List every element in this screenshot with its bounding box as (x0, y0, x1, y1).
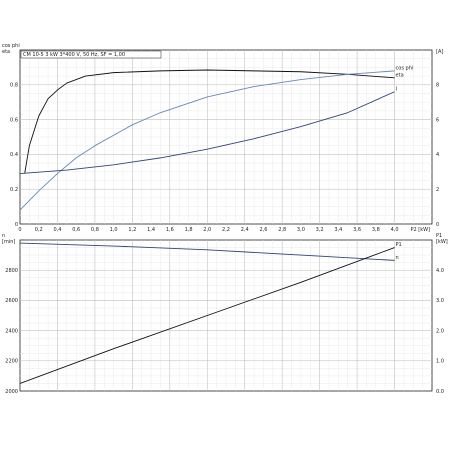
x-tick-label: 0 (18, 227, 21, 233)
x-tick-label: 3,0 (297, 227, 305, 233)
y-tick-label-left: 0.4 (10, 152, 18, 158)
x-tick-label: 1,2 (128, 227, 136, 233)
x-axis-label: P2 [kW] (410, 227, 430, 233)
x-tick-label: 1,6 (166, 227, 174, 233)
y-tick-label-right: 0 (436, 222, 439, 228)
x-tick-label: 3,6 (353, 227, 361, 233)
x-tick-label: 1,4 (147, 227, 155, 233)
lower-panel: 200022002400260028000.01.02.03.04.0n[min… (2, 233, 448, 395)
series-line-cos-phi (19, 70, 395, 211)
left-axis-unit: eta (2, 49, 10, 55)
x-tick-label: 1,0 (110, 227, 118, 233)
y-tick-label-left: 2800 (5, 268, 18, 274)
series-line-eta (24, 69, 395, 174)
y-tick-label-right: 3.0 (436, 298, 444, 304)
x-tick-label: 2,8 (278, 227, 286, 233)
x-tick-label: 0,8 (91, 227, 99, 233)
y-tick-label-left: 2200 (5, 359, 18, 365)
y-tick-label-left: 2000 (5, 389, 18, 395)
left-axis-title: cos phi (2, 43, 20, 49)
series-label-n: n (396, 255, 399, 261)
x-tick-label: 2,2 (222, 227, 230, 233)
left-axis-title: n (2, 233, 5, 239)
x-tick-label: 2,0 (203, 227, 211, 233)
right-axis-title: [A] (436, 49, 443, 55)
y-tick-label-left: 0.6 (10, 117, 18, 123)
series-label-eta: eta (396, 72, 404, 78)
upper-panel: 0 0.2 0.4 0.6 0.8 0 2 4 6 8 0 0,2 0,4 0,6 0,8 1,0 1,2 1,4… (2, 43, 443, 233)
series-label-i: I (396, 86, 397, 92)
x-tick-label: 3,4 (334, 227, 342, 233)
y-tick-label-left: 0 (15, 222, 18, 228)
left-axis-unit: [min] (2, 239, 15, 245)
x-tick-label: 4,0 (391, 227, 399, 233)
y-tick-label-right: 2 (436, 187, 439, 193)
y-tick-label-left: 0.8 (10, 83, 18, 89)
title-box (20, 50, 162, 59)
y-tick-label-right: 8 (436, 83, 439, 89)
x-tick-label: 1,8 (185, 227, 193, 233)
series-label-p1: P1 (396, 242, 402, 248)
series-line-p1 (19, 247, 395, 384)
y-tick-label-right: 0.0 (436, 389, 444, 395)
y-tick-label-right: 4.0 (436, 268, 444, 274)
y-tick-label-left: 0.2 (10, 187, 18, 193)
series-label-cos-phi: cos phi (396, 65, 414, 71)
x-tick-label: 2,6 (259, 227, 267, 233)
y-tick-label-left: 2400 (5, 328, 18, 334)
x-tick-label: 0,6 (72, 227, 80, 233)
series-line-i (19, 91, 395, 174)
y-tick-label-left: 2600 (5, 298, 18, 304)
chart-title: CM 10-5 3 kW 3*400 V, 50 Hz, SF = 1,00 (23, 52, 125, 58)
x-tick-label: 0,2 (35, 227, 43, 233)
x-tick-label: 3,8 (372, 227, 380, 233)
x-tick-label: 0,4 (53, 227, 61, 233)
y-tick-label-right: 1.0 (436, 359, 444, 365)
x-tick-label: 2,4 (241, 227, 249, 233)
x-tick-label: 3,2 (316, 227, 324, 233)
y-tick-label-right: 2.0 (436, 328, 444, 334)
y-tick-label-right: 4 (436, 152, 439, 158)
series-line-n (19, 242, 395, 261)
y-tick-label-right: 6 (436, 117, 439, 123)
right-axis-unit: [kW] (436, 239, 448, 245)
right-axis-title: P1 (436, 233, 442, 239)
